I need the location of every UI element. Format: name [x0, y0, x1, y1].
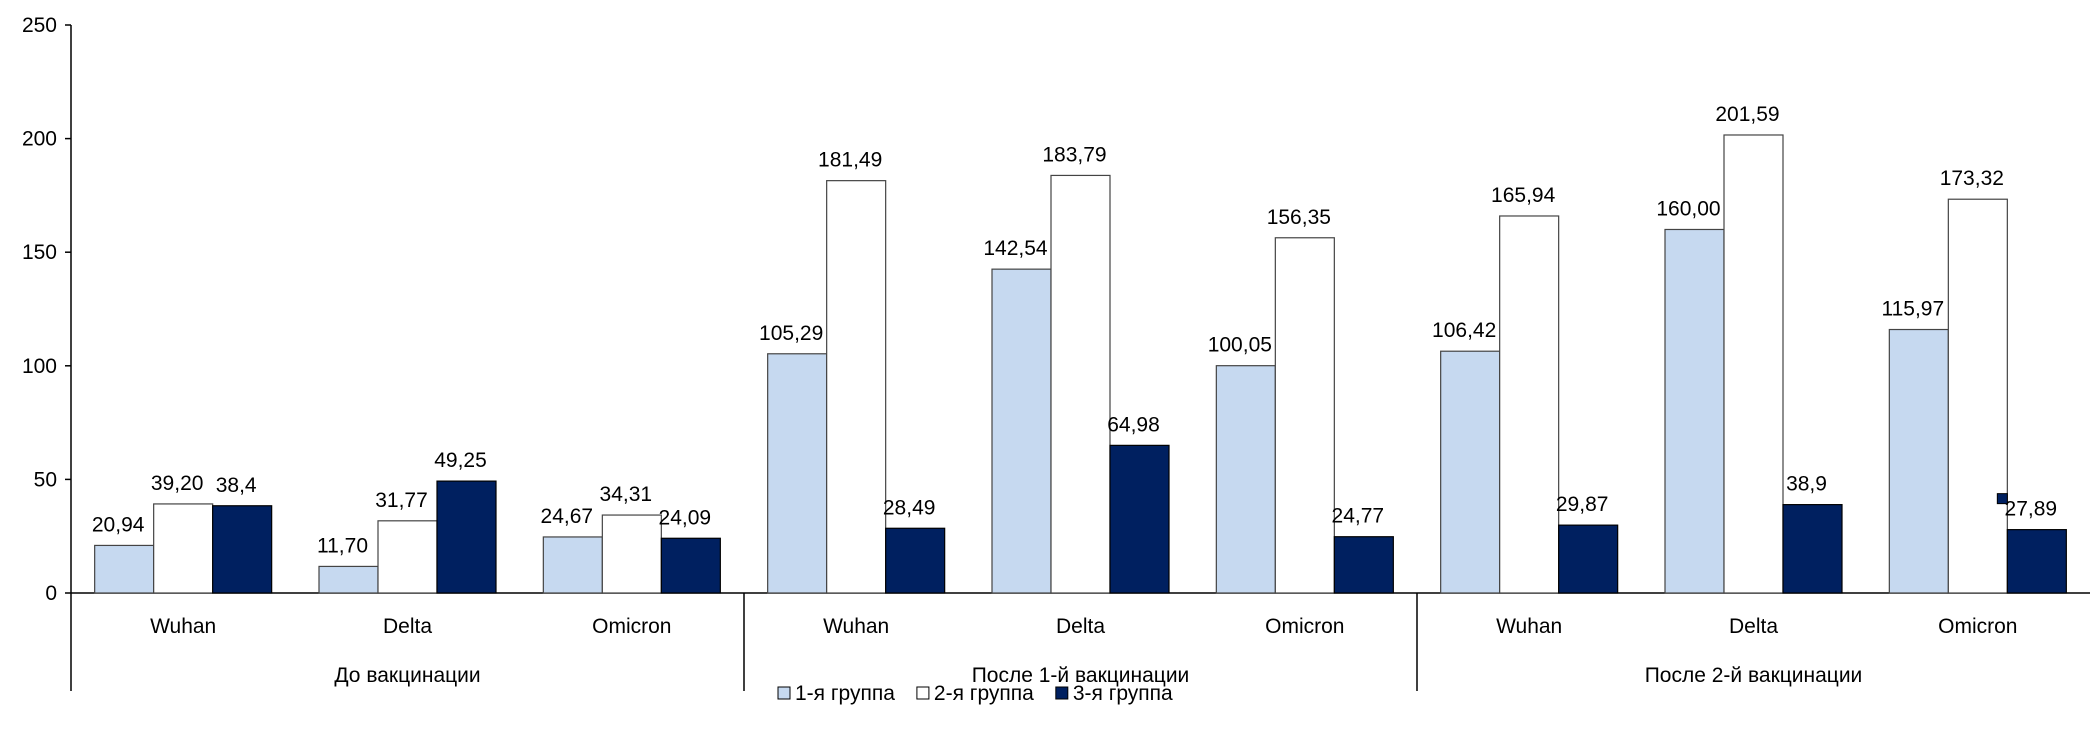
bar-2 [601, 514, 662, 594]
category-label: Omicron [1265, 615, 1344, 638]
data-label: 39,20 [151, 472, 204, 495]
bar-1 [1888, 328, 1949, 594]
legend-label-1: 1-я группа [795, 682, 895, 705]
bar-1 [1440, 350, 1501, 594]
bar-2 [1947, 198, 2008, 594]
legend-swatch-1 [777, 686, 791, 700]
bar-3 [436, 480, 497, 594]
category-label: Omicron [1938, 615, 2017, 638]
data-label: 24,67 [541, 505, 594, 528]
legend-label-3: 3-я группа [1073, 682, 1173, 705]
bar-2 [377, 520, 438, 594]
legend-label-2: 2-я группа [934, 682, 1034, 705]
bar-1 [1664, 228, 1725, 594]
bar-2 [1274, 237, 1335, 594]
data-label: 49,25 [434, 449, 487, 472]
data-label: 201,59 [1715, 103, 1779, 126]
bar-3 [1558, 524, 1619, 594]
bar-2 [153, 503, 214, 594]
data-label: 183,79 [1042, 143, 1106, 166]
data-label: 20,94 [92, 513, 145, 536]
data-label: 106,42 [1432, 319, 1496, 342]
bar-3 [1333, 536, 1394, 594]
group-label: После 2-й вакцинации [1645, 664, 1863, 687]
bar-2 [1723, 134, 1784, 594]
bar-1 [94, 544, 155, 594]
bar-1 [542, 536, 603, 594]
data-label: 38,9 [1786, 473, 1827, 496]
bar-1 [767, 353, 828, 594]
bar-1 [318, 565, 379, 594]
category-label: Delta [383, 615, 432, 638]
data-label: 115,97 [1881, 298, 1944, 321]
data-label: 38,4 [216, 474, 257, 497]
bar-2 [1499, 215, 1560, 594]
data-label: 156,35 [1267, 206, 1331, 229]
series-3-marker [1996, 493, 2008, 505]
bar-1 [991, 268, 1052, 594]
category-label: Wuhan [823, 615, 889, 638]
bar-2 [826, 180, 887, 594]
bar-3 [1109, 444, 1170, 594]
data-label: 28,49 [883, 496, 936, 519]
y-tick-label: 100 [22, 355, 57, 378]
category-label: Wuhan [150, 615, 216, 638]
data-label: 160,00 [1656, 197, 1720, 220]
group-label: До вакцинации [334, 664, 480, 687]
data-label: 181,49 [818, 149, 882, 172]
y-tick-label: 50 [34, 468, 57, 491]
category-label: Omicron [592, 615, 671, 638]
bar-3 [2006, 529, 2067, 594]
data-label: 24,77 [1332, 505, 1385, 528]
data-label: 29,87 [1556, 493, 1609, 516]
data-label: 11,70 [317, 534, 368, 557]
legend-swatch-3 [1055, 686, 1069, 700]
category-label: Delta [1729, 615, 1778, 638]
data-label: 34,31 [600, 483, 653, 506]
legend-swatch-2 [916, 686, 930, 700]
y-tick-label: 150 [22, 241, 57, 264]
category-label: Delta [1056, 615, 1105, 638]
y-tick-label: 0 [45, 582, 57, 605]
data-label: 173,32 [1940, 167, 2004, 190]
bar-3 [885, 527, 946, 594]
y-tick-label: 200 [22, 128, 57, 151]
bar-1 [1215, 365, 1276, 594]
data-label: 105,29 [759, 322, 823, 345]
data-label: 165,94 [1491, 184, 1556, 207]
data-label: 100,05 [1208, 334, 1272, 357]
data-label: 142,54 [983, 237, 1048, 260]
group-label: После 1-й вакцинации [972, 664, 1190, 687]
data-label: 24,09 [659, 506, 712, 529]
bar-3 [660, 537, 721, 594]
data-label: 31,77 [375, 489, 428, 512]
bar-3 [212, 505, 273, 594]
bar-2 [1050, 174, 1111, 594]
bar-3 [1782, 504, 1843, 594]
category-label: Wuhan [1496, 615, 1562, 638]
data-label: 64,98 [1107, 413, 1160, 436]
data-label: 27,89 [2005, 498, 2058, 521]
y-tick-label: 250 [22, 14, 57, 37]
